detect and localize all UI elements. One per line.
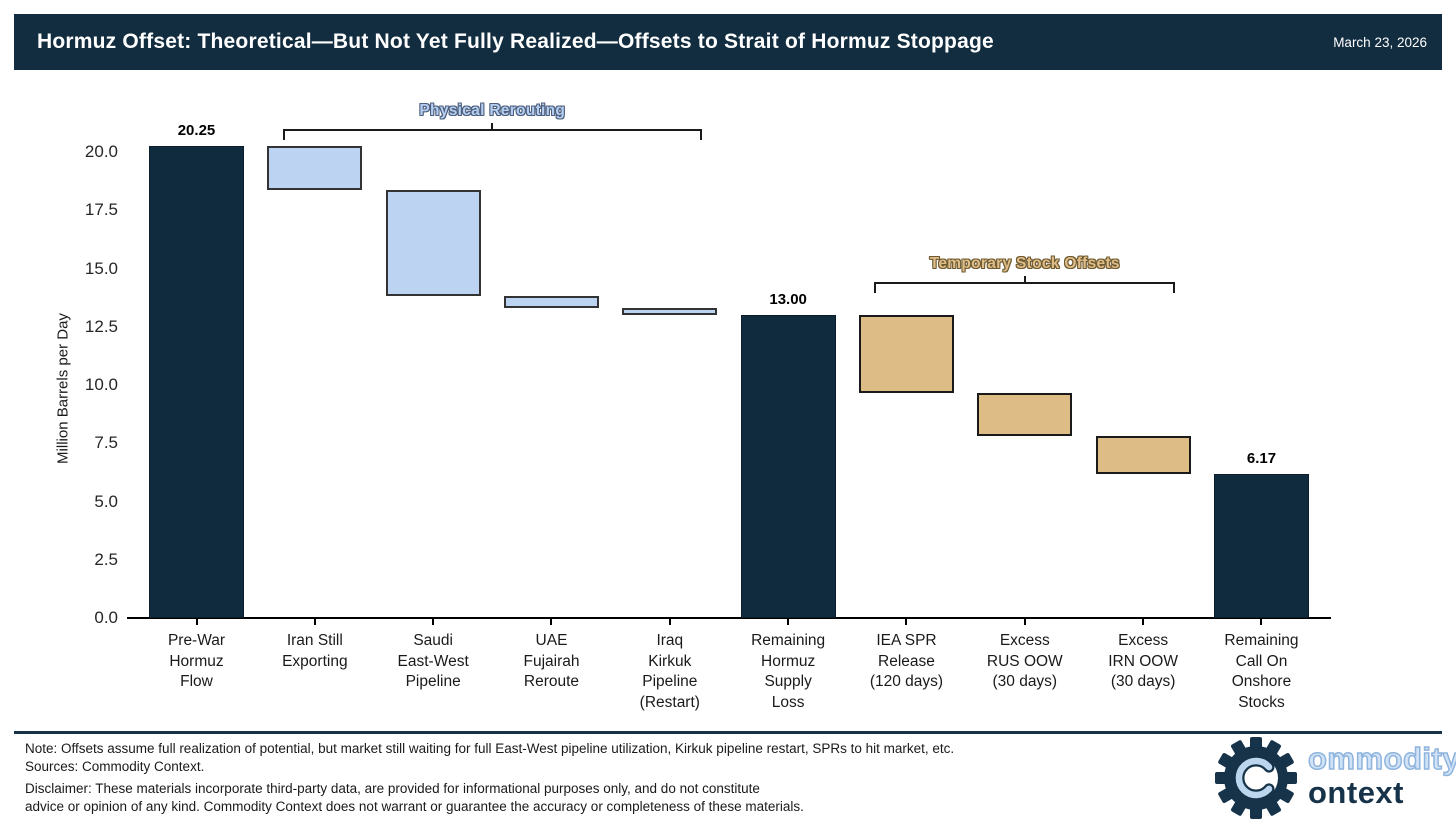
x-axis-tick (1023, 619, 1026, 625)
x-axis-tick (1260, 619, 1263, 625)
category-label: Remaining Call On Onshore Stocks (1224, 632, 1299, 711)
y-tick-label: 15.0 (84, 258, 118, 278)
bar-stock (858, 315, 954, 393)
footer-sources-line: Sources: Commodity Context. (25, 759, 205, 774)
y-tick-label: 5.0 (94, 491, 118, 511)
footer-note-line: Note: Offsets assume full realization of… (25, 741, 955, 756)
category-label: Iran Still Exporting (282, 632, 348, 670)
logo-word-context: ontext (1308, 775, 1404, 810)
bar-value-label: 13.00 (769, 291, 807, 309)
footer-disclaimer-line-1: Disclaimer: These materials incorporate … (25, 781, 760, 796)
waterfall-chart: Million Barrels per Day 0.0 2.5 5.0 7.5 10.0… (0, 70, 1456, 730)
bracket-line (282, 128, 702, 131)
bracket-label: Temporary Stock Offsets (929, 255, 1120, 273)
bracket-label: Physical Rerouting (419, 101, 566, 119)
category-label: Remaining Hormuz Supply Loss (751, 632, 826, 711)
commodity-context-logo: ommodity ontext (1210, 733, 1456, 825)
y-tick-label: 17.5 (84, 200, 118, 220)
y-tick-label: 12.5 (84, 316, 118, 336)
bracket-center-nub (491, 122, 494, 129)
x-axis-tick (432, 619, 435, 625)
bar-value-label: 20.25 (177, 122, 216, 140)
header-date: March 23, 2026 (1333, 34, 1427, 50)
bracket-end-left (874, 282, 877, 294)
footer-divider (14, 731, 1442, 734)
y-tick-label: 10.0 (84, 375, 118, 394)
bar-reroute (622, 308, 718, 316)
x-axis-line (127, 617, 1331, 619)
bar-stock (1095, 435, 1191, 475)
x-axis-tick (668, 619, 671, 625)
y-tick-label: 7.5 (94, 433, 118, 453)
bar-total (149, 146, 244, 618)
x-axis-tick (195, 619, 198, 625)
category-label: Excess RUS OOW (30 days) (986, 632, 1063, 690)
y-tick-label: 0.0 (94, 608, 118, 627)
x-axis-tick (1142, 619, 1145, 625)
bar-stock (977, 392, 1073, 436)
bar-total (740, 315, 836, 618)
x-axis-tick (313, 619, 316, 625)
bracket-end-right (699, 128, 702, 140)
category-label: UAE Fujairah Reroute (523, 632, 580, 690)
category-label: Saudi East-West Pipeline (397, 632, 469, 690)
bar-value-label: 6.17 (1246, 450, 1277, 468)
y-tick-label: 20.0 (84, 142, 118, 161)
bracket-end-right (1173, 282, 1176, 294)
category-label: Excess IRN OOW (30 days) (1108, 632, 1178, 690)
category-label: IEA SPR Release (120 days) (869, 632, 944, 690)
bar-reroute (503, 296, 599, 309)
footer-disclaimer-line-2: advice or opinion of any kind. Commodity… (25, 799, 804, 814)
category-label: Iraq Kirkuk Pipeline (Restart) (639, 632, 700, 711)
bar-reroute (267, 146, 363, 191)
bracket-end-left (282, 128, 285, 140)
bracket-center-nub (1023, 276, 1026, 283)
bar-total (1213, 474, 1309, 618)
bracket-line (874, 282, 1176, 285)
category-label: Pre-War Hormuz Flow (167, 632, 226, 690)
x-axis-tick (550, 619, 553, 625)
y-tick-label: 2.5 (94, 549, 118, 569)
page-title: Hormuz Offset: Theoretical—But Not Yet F… (37, 30, 994, 53)
x-axis-tick (787, 619, 790, 625)
gear-icon (1215, 737, 1297, 819)
x-axis-tick (905, 619, 908, 625)
header-banner: Hormuz Offset: Theoretical—But Not Yet F… (14, 14, 1442, 70)
bar-reroute (385, 190, 481, 297)
logo-word-commodity: ommodity (1307, 740, 1456, 777)
